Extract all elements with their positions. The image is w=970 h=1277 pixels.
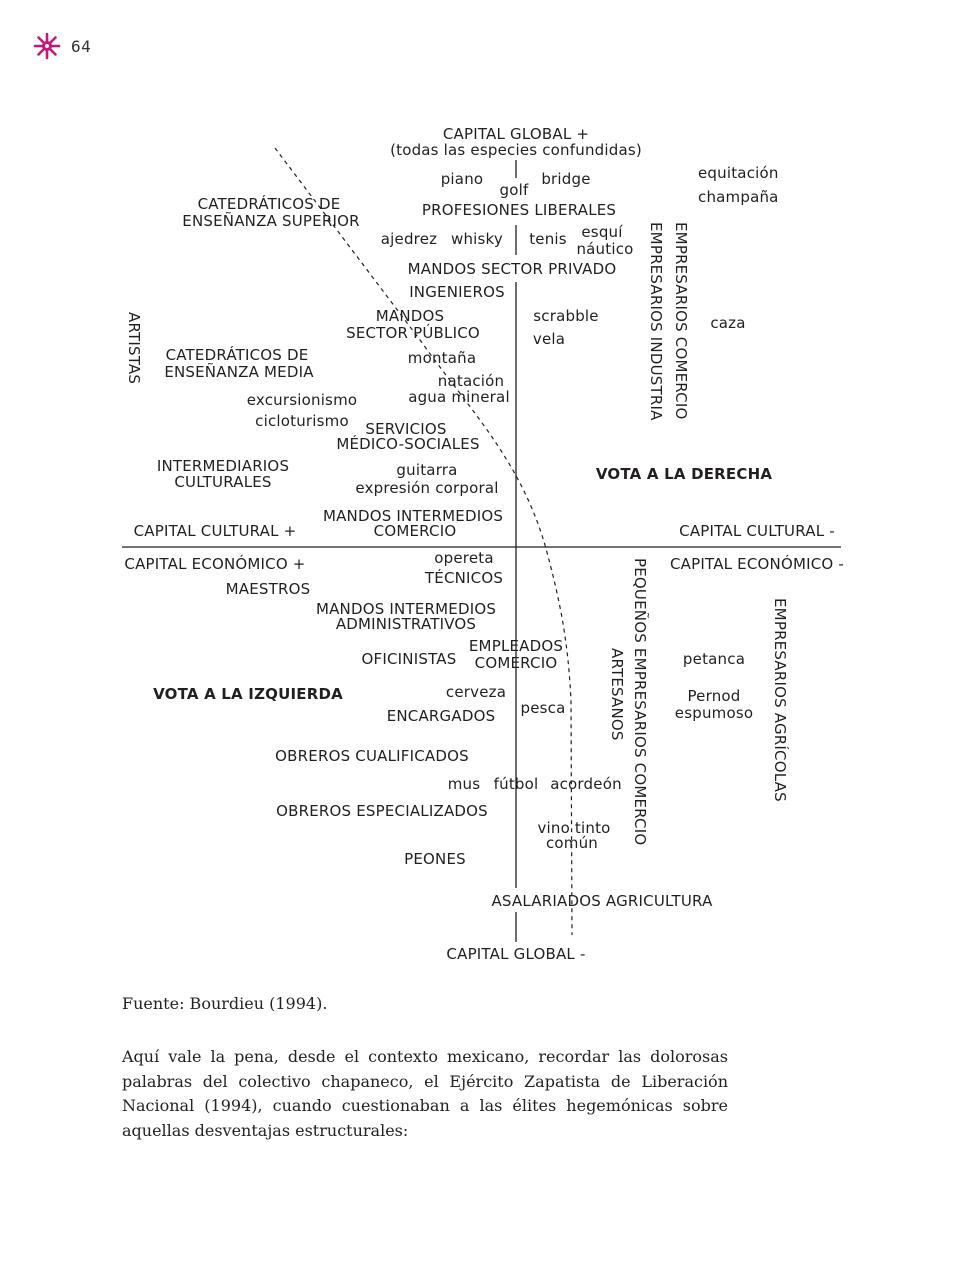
empresarios-agricolas-label: EMPRESARIOS AGRÍCOLAS [772, 598, 788, 802]
capital-economico-plus-label: CAPITAL ECONÓMICO + [124, 556, 305, 572]
capital-cultural-minus-label: CAPITAL CULTURAL - [679, 523, 835, 539]
montana-label: montaña [408, 350, 476, 366]
artistas-label: ARTISTAS [126, 312, 142, 384]
catedraticos-superior-label-1: CATEDRÁTICOS DE [198, 196, 341, 212]
obreros-especializados-label: OBREROS ESPECIALIZADOS [276, 803, 488, 819]
empresarios-industria-label: EMPRESARIOS INDUSTRIA [648, 222, 664, 421]
cicloturismo-label: cicloturismo [255, 413, 349, 429]
catedraticos-media-label-1: CATEDRÁTICOS DE [166, 347, 309, 363]
excursionismo-label: excursionismo [247, 392, 358, 408]
intermediarios-label-2: CULTURALES [174, 474, 271, 490]
body-paragraph: Aquí vale la pena, desde el contexto mex… [122, 1045, 728, 1143]
mandos-intermedios-comercio-label-2: COMERCIO [374, 523, 457, 539]
empleados-comercio-label-2: COMERCIO [475, 655, 558, 671]
pequenos-empresarios-comercio-label: PEQUEÑOS EMPRESARIOS COMERCIO [632, 558, 648, 845]
social-space-diagram: CAPITAL GLOBAL + (todas las especies con… [0, 0, 970, 1000]
ingenieros-label: INGENIEROS [409, 284, 505, 300]
tecnicos-label: TÉCNICOS [425, 570, 503, 586]
mandos-privado-label: MANDOS SECTOR PRIVADO [408, 261, 617, 277]
asalariados-agricultura-label: ASALARIADOS AGRICULTURA [491, 893, 712, 909]
empleados-comercio-label-1: EMPLEADOS [469, 638, 563, 654]
scrabble-label: scrabble [533, 308, 598, 324]
agua-mineral-label: agua mineral [408, 389, 510, 405]
pernod-label: Pernod [687, 688, 740, 704]
maestros-label: MAESTROS [226, 581, 311, 597]
empresarios-comercio-label: EMPRESARIOS COMERCIO [673, 222, 689, 419]
artesanos-label: ARTESANOS [609, 648, 625, 741]
tenis-label: tenis [529, 231, 567, 247]
profesiones-liberales-label: PROFESIONES LIBERALES [422, 202, 616, 218]
mus-label: mus [448, 776, 481, 792]
peones-label: PEONES [404, 851, 466, 867]
vino-tinto-label-2: común [546, 835, 598, 851]
mandos-publico-label-2: SECTOR PÚBLICO [346, 325, 480, 341]
capital-cultural-plus-label: CAPITAL CULTURAL + [134, 523, 297, 539]
catedraticos-superior-label-2: ENSEÑANZA SUPERIOR [182, 213, 359, 229]
all-species-label: (todas las especies confundidas) [390, 142, 642, 158]
expresion-corporal-label: expresión corporal [355, 480, 498, 496]
figure-source: Fuente: Bourdieu (1994). [122, 994, 327, 1013]
piano-label: piano [441, 171, 484, 187]
obreros-cualificados-label: OBREROS CUALIFICADOS [275, 748, 469, 764]
golf-label: golf [500, 182, 529, 198]
intermediarios-label-1: INTERMEDIARIOS [157, 458, 289, 474]
pesca-label: pesca [520, 700, 565, 716]
caza-label: caza [710, 315, 745, 331]
capital-global-minus-label: CAPITAL GLOBAL - [446, 946, 585, 962]
opereta-label: opereta [434, 550, 493, 566]
mandos-publico-label-1: MANDOS [376, 308, 445, 324]
equitacion-label: equitación [698, 165, 779, 181]
esqui-label: esquí [581, 224, 622, 240]
cerveza-label: cerveza [446, 684, 506, 700]
bridge-label: bridge [541, 171, 590, 187]
nautico-label: náutico [576, 241, 633, 257]
servicios-label-2: MÉDICO-SOCIALES [336, 436, 479, 452]
whisky-label: whisky [451, 231, 503, 247]
petanca-label: petanca [683, 651, 745, 667]
futbol-label: fútbol [494, 776, 539, 792]
guitarra-label: guitarra [396, 462, 457, 478]
oficinistas-label: OFICINISTAS [362, 651, 457, 667]
capital-global-plus-label: CAPITAL GLOBAL + [443, 126, 589, 142]
natacion-label: natación [438, 373, 504, 389]
vela-label: vela [533, 331, 565, 347]
catedraticos-media-label-2: ENSEÑANZA MEDIA [164, 364, 313, 380]
vota-izquierda-label: VOTA A LA IZQUIERDA [153, 686, 343, 702]
espumoso-label: espumoso [675, 705, 753, 721]
champana-label: champaña [698, 189, 779, 205]
capital-economico-minus-label: CAPITAL ECONÓMICO - [670, 556, 844, 572]
vota-derecha-label: VOTA A LA DERECHA [596, 466, 772, 482]
acordeon-label: acordeón [550, 776, 622, 792]
mandos-administrativos-label-2: ADMINISTRATIVOS [336, 616, 476, 632]
encargados-label: ENCARGADOS [387, 708, 496, 724]
ajedrez-label: ajedrez [381, 231, 437, 247]
